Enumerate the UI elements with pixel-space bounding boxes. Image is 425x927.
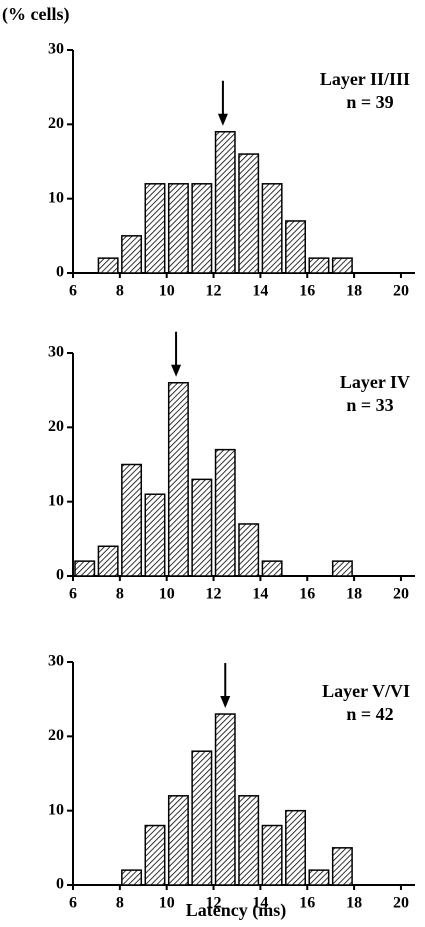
bar [167, 795, 189, 886]
bar [214, 713, 236, 886]
y-tick-label: 20 [48, 418, 64, 435]
n-label: n = 33 [346, 395, 393, 415]
arrow [171, 331, 182, 377]
bar [261, 824, 283, 886]
bar [97, 257, 119, 274]
y-tick-label: 10 [48, 189, 64, 206]
bar [238, 523, 260, 577]
n-label: n = 42 [346, 704, 393, 724]
bar [261, 560, 283, 577]
x-tick-label: 20 [393, 895, 409, 912]
x-tick-label: 6 [69, 586, 77, 603]
bar [121, 869, 143, 886]
x-tick-label: 18 [346, 586, 362, 603]
bar [285, 809, 306, 886]
bar [144, 493, 166, 577]
bar [308, 257, 330, 274]
x-tick-label: 20 [393, 283, 409, 300]
bar [331, 560, 353, 577]
layer-label: Layer II/III [320, 69, 410, 89]
x-tick-label: 16 [299, 283, 315, 300]
x-tick-label: 12 [206, 586, 222, 603]
bar [191, 750, 213, 886]
n-label: n = 39 [346, 92, 393, 112]
x-tick-label: 10 [159, 895, 175, 912]
bar [191, 183, 213, 274]
y-tick-label: 10 [48, 801, 64, 818]
bar [144, 183, 166, 274]
x-tick-label: 12 [206, 283, 222, 300]
arrow-head [220, 696, 231, 709]
bar [167, 381, 189, 577]
x-tick-label: 8 [116, 586, 124, 603]
x-tick-label: 16 [299, 895, 315, 912]
y-tick-label: 0 [56, 876, 64, 893]
x-tick-label: 18 [346, 895, 362, 912]
bar [121, 463, 143, 577]
arrow-head [171, 364, 182, 377]
y-tick-label: 0 [56, 264, 64, 281]
bar [74, 560, 96, 577]
x-tick-label: 18 [346, 283, 362, 300]
arrow [220, 663, 231, 709]
bar [97, 545, 119, 577]
y-tick-label: 20 [48, 727, 64, 744]
x-tick-label: 14 [252, 895, 268, 912]
bar [238, 795, 260, 886]
y-tick-label: 30 [48, 344, 64, 361]
y-tick-label: 10 [48, 492, 64, 509]
bar [238, 153, 260, 274]
bar [214, 448, 236, 577]
y-axis-label: (% cells) [2, 4, 69, 25]
bar [167, 183, 189, 274]
bar [261, 183, 283, 274]
x-tick-label: 20 [393, 586, 409, 603]
x-tick-label: 16 [299, 586, 315, 603]
x-tick-label: 14 [252, 283, 268, 300]
x-tick-label: 14 [252, 586, 268, 603]
layer-label: Layer V/VI [322, 681, 410, 701]
y-tick-label: 0 [56, 567, 64, 584]
bar [144, 824, 166, 886]
bar [285, 220, 306, 274]
arrow-head [217, 113, 228, 126]
bar [331, 847, 353, 886]
x-axis-label: Latency (ms) [186, 900, 286, 921]
x-tick-label: 6 [69, 283, 77, 300]
bar [331, 257, 353, 274]
x-tick-label: 10 [159, 586, 175, 603]
bar [121, 235, 143, 274]
x-tick-label: 8 [116, 895, 124, 912]
x-tick-label: 6 [69, 895, 77, 912]
bar [191, 478, 213, 577]
x-tick-label: 10 [159, 283, 175, 300]
x-tick-label: 8 [116, 283, 124, 300]
y-tick-label: 30 [48, 41, 64, 58]
bar [308, 869, 330, 886]
y-tick-label: 30 [48, 653, 64, 670]
layer-label: Layer IV [340, 372, 410, 392]
arrow [217, 80, 228, 126]
y-tick-label: 20 [48, 115, 64, 132]
bar [214, 131, 236, 274]
x-tick-label: 12 [206, 895, 222, 912]
